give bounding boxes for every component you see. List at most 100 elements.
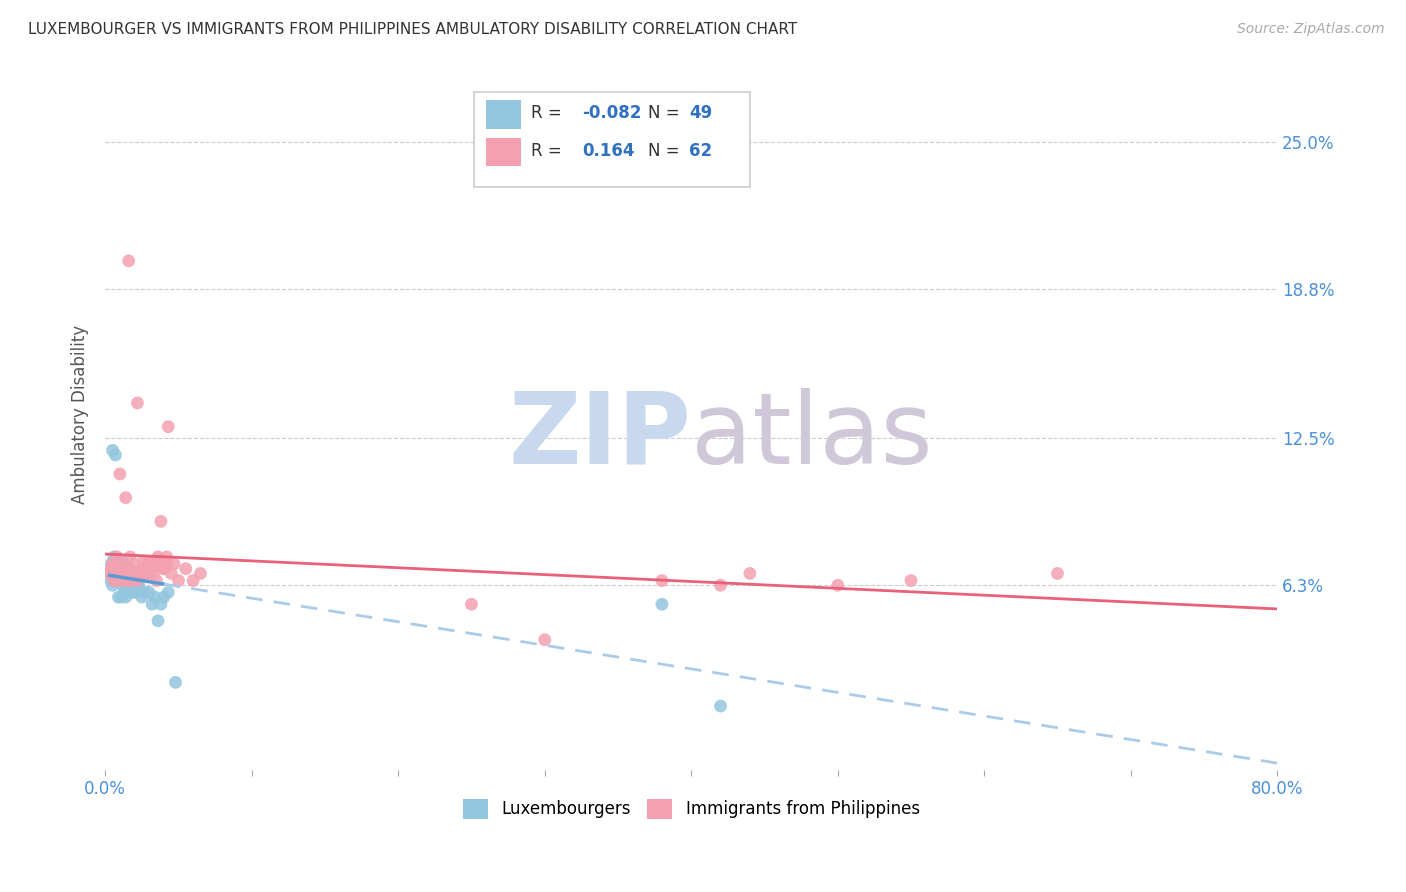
Text: ZIP: ZIP xyxy=(509,388,692,484)
Point xyxy=(156,549,179,564)
Point xyxy=(103,566,125,581)
Point xyxy=(110,566,132,581)
Point xyxy=(104,562,127,576)
Point xyxy=(108,562,131,576)
Text: atlas: atlas xyxy=(692,388,932,484)
Y-axis label: Ambulatory Disability: Ambulatory Disability xyxy=(72,326,89,504)
Point xyxy=(101,562,124,576)
Point xyxy=(115,578,138,592)
Point xyxy=(110,590,132,604)
Point xyxy=(135,566,157,581)
Point xyxy=(115,574,138,588)
Point xyxy=(153,562,176,576)
Point xyxy=(121,574,143,588)
Point xyxy=(110,566,132,581)
Point xyxy=(120,566,142,581)
Point xyxy=(163,557,186,571)
FancyBboxPatch shape xyxy=(486,100,522,128)
Point xyxy=(738,566,761,581)
Point xyxy=(127,574,149,588)
Point xyxy=(108,557,131,571)
Point xyxy=(111,578,134,592)
Point xyxy=(132,555,155,569)
Point xyxy=(104,448,127,462)
Point xyxy=(125,574,148,588)
Point xyxy=(98,566,121,581)
Point xyxy=(108,574,131,588)
Text: R =: R = xyxy=(530,103,567,122)
Legend: Luxembourgers, Immigrants from Philippines: Luxembourgers, Immigrants from Philippin… xyxy=(456,792,927,826)
Point xyxy=(125,566,148,581)
Point xyxy=(160,566,183,581)
Point xyxy=(105,549,128,564)
Point xyxy=(121,585,143,599)
Point xyxy=(114,491,136,505)
Point xyxy=(181,574,204,588)
Point xyxy=(100,562,122,576)
FancyBboxPatch shape xyxy=(474,92,749,187)
Point xyxy=(136,557,159,571)
Text: R =: R = xyxy=(530,142,572,160)
Point xyxy=(103,549,125,564)
Point xyxy=(107,566,129,581)
Point xyxy=(114,566,136,581)
Point xyxy=(100,574,122,588)
Point xyxy=(139,555,162,569)
Point xyxy=(101,578,124,592)
Point xyxy=(174,562,197,576)
Point xyxy=(128,566,150,581)
Point xyxy=(651,574,673,588)
Text: Source: ZipAtlas.com: Source: ZipAtlas.com xyxy=(1237,22,1385,37)
Point xyxy=(460,597,482,611)
Point xyxy=(135,566,157,581)
Point xyxy=(128,578,150,592)
Point xyxy=(165,675,187,690)
Point xyxy=(105,574,128,588)
Point xyxy=(103,566,125,581)
Text: -0.082: -0.082 xyxy=(582,103,641,122)
Point xyxy=(118,253,141,268)
Point xyxy=(105,562,128,576)
Point xyxy=(651,597,673,611)
Point xyxy=(103,574,125,588)
Point xyxy=(141,597,163,611)
Point xyxy=(112,562,135,576)
Point xyxy=(190,566,212,581)
Point xyxy=(145,574,167,588)
Point xyxy=(124,585,146,599)
Point xyxy=(114,590,136,604)
Point xyxy=(121,566,143,581)
Point xyxy=(143,590,166,604)
Point xyxy=(709,578,731,592)
Point xyxy=(138,585,160,599)
Point xyxy=(101,443,124,458)
Point xyxy=(104,557,127,571)
Point xyxy=(167,574,190,588)
Point xyxy=(105,566,128,581)
Point xyxy=(709,699,731,714)
Point xyxy=(131,590,153,604)
Point xyxy=(115,562,138,576)
Point xyxy=(827,578,849,592)
Text: 49: 49 xyxy=(689,103,713,122)
Point xyxy=(146,614,169,628)
Point xyxy=(153,590,176,604)
Point xyxy=(900,574,922,588)
Point xyxy=(107,566,129,581)
Point xyxy=(146,549,169,564)
Point xyxy=(138,566,160,581)
FancyBboxPatch shape xyxy=(486,137,522,166)
Point xyxy=(120,549,142,564)
Point xyxy=(121,574,143,588)
Point xyxy=(111,557,134,571)
Point xyxy=(105,574,128,588)
Point xyxy=(111,574,134,588)
Point xyxy=(127,396,149,410)
Point xyxy=(533,632,555,647)
Point xyxy=(100,557,122,571)
Point xyxy=(149,555,172,569)
Text: 0.164: 0.164 xyxy=(582,142,634,160)
Point xyxy=(107,590,129,604)
Point xyxy=(122,566,145,581)
Point xyxy=(156,557,179,571)
